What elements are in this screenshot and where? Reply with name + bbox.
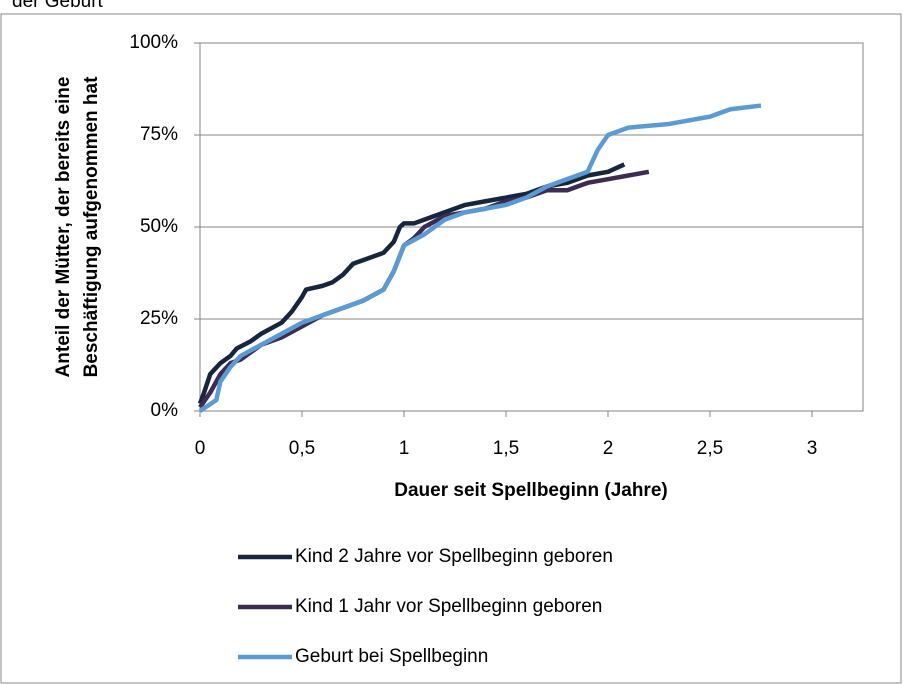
x-tick-label: 3 — [807, 438, 818, 459]
legend-label: Kind 1 Jahr vor Spellbeginn geboren — [295, 596, 602, 617]
y-tick-label: 75% — [140, 124, 178, 145]
y-axis-title: Beschäftigung aufgenommen hat — [81, 76, 102, 378]
chart-title: der Geburt — [12, 0, 104, 12]
y-tick-label: 25% — [140, 308, 178, 329]
x-tick-label: 2 — [603, 438, 614, 459]
data-line — [197, 162, 626, 405]
chart-frame — [0, 13, 902, 684]
data-line — [198, 103, 762, 413]
legend-label: Kind 2 Jahre vor Spellbeginn geboren — [295, 546, 613, 567]
x-tick-label: 0,5 — [289, 438, 315, 459]
y-axis-title: Anteil der Mütter, der bereits eine — [53, 77, 74, 378]
x-tick-label: 0 — [195, 438, 206, 459]
x-tick-label: 2,5 — [697, 438, 723, 459]
y-tick-label: 0% — [151, 400, 179, 421]
legend-label: Geburt bei Spellbeginn — [295, 646, 488, 667]
x-tick-label: 1,5 — [493, 438, 519, 459]
y-tick-label: 50% — [140, 216, 178, 237]
y-tick-label: 100% — [129, 32, 178, 53]
x-axis-title: Dauer seit Spellbeginn (Jahre) — [394, 480, 667, 501]
x-tick-label: 1 — [399, 438, 410, 459]
